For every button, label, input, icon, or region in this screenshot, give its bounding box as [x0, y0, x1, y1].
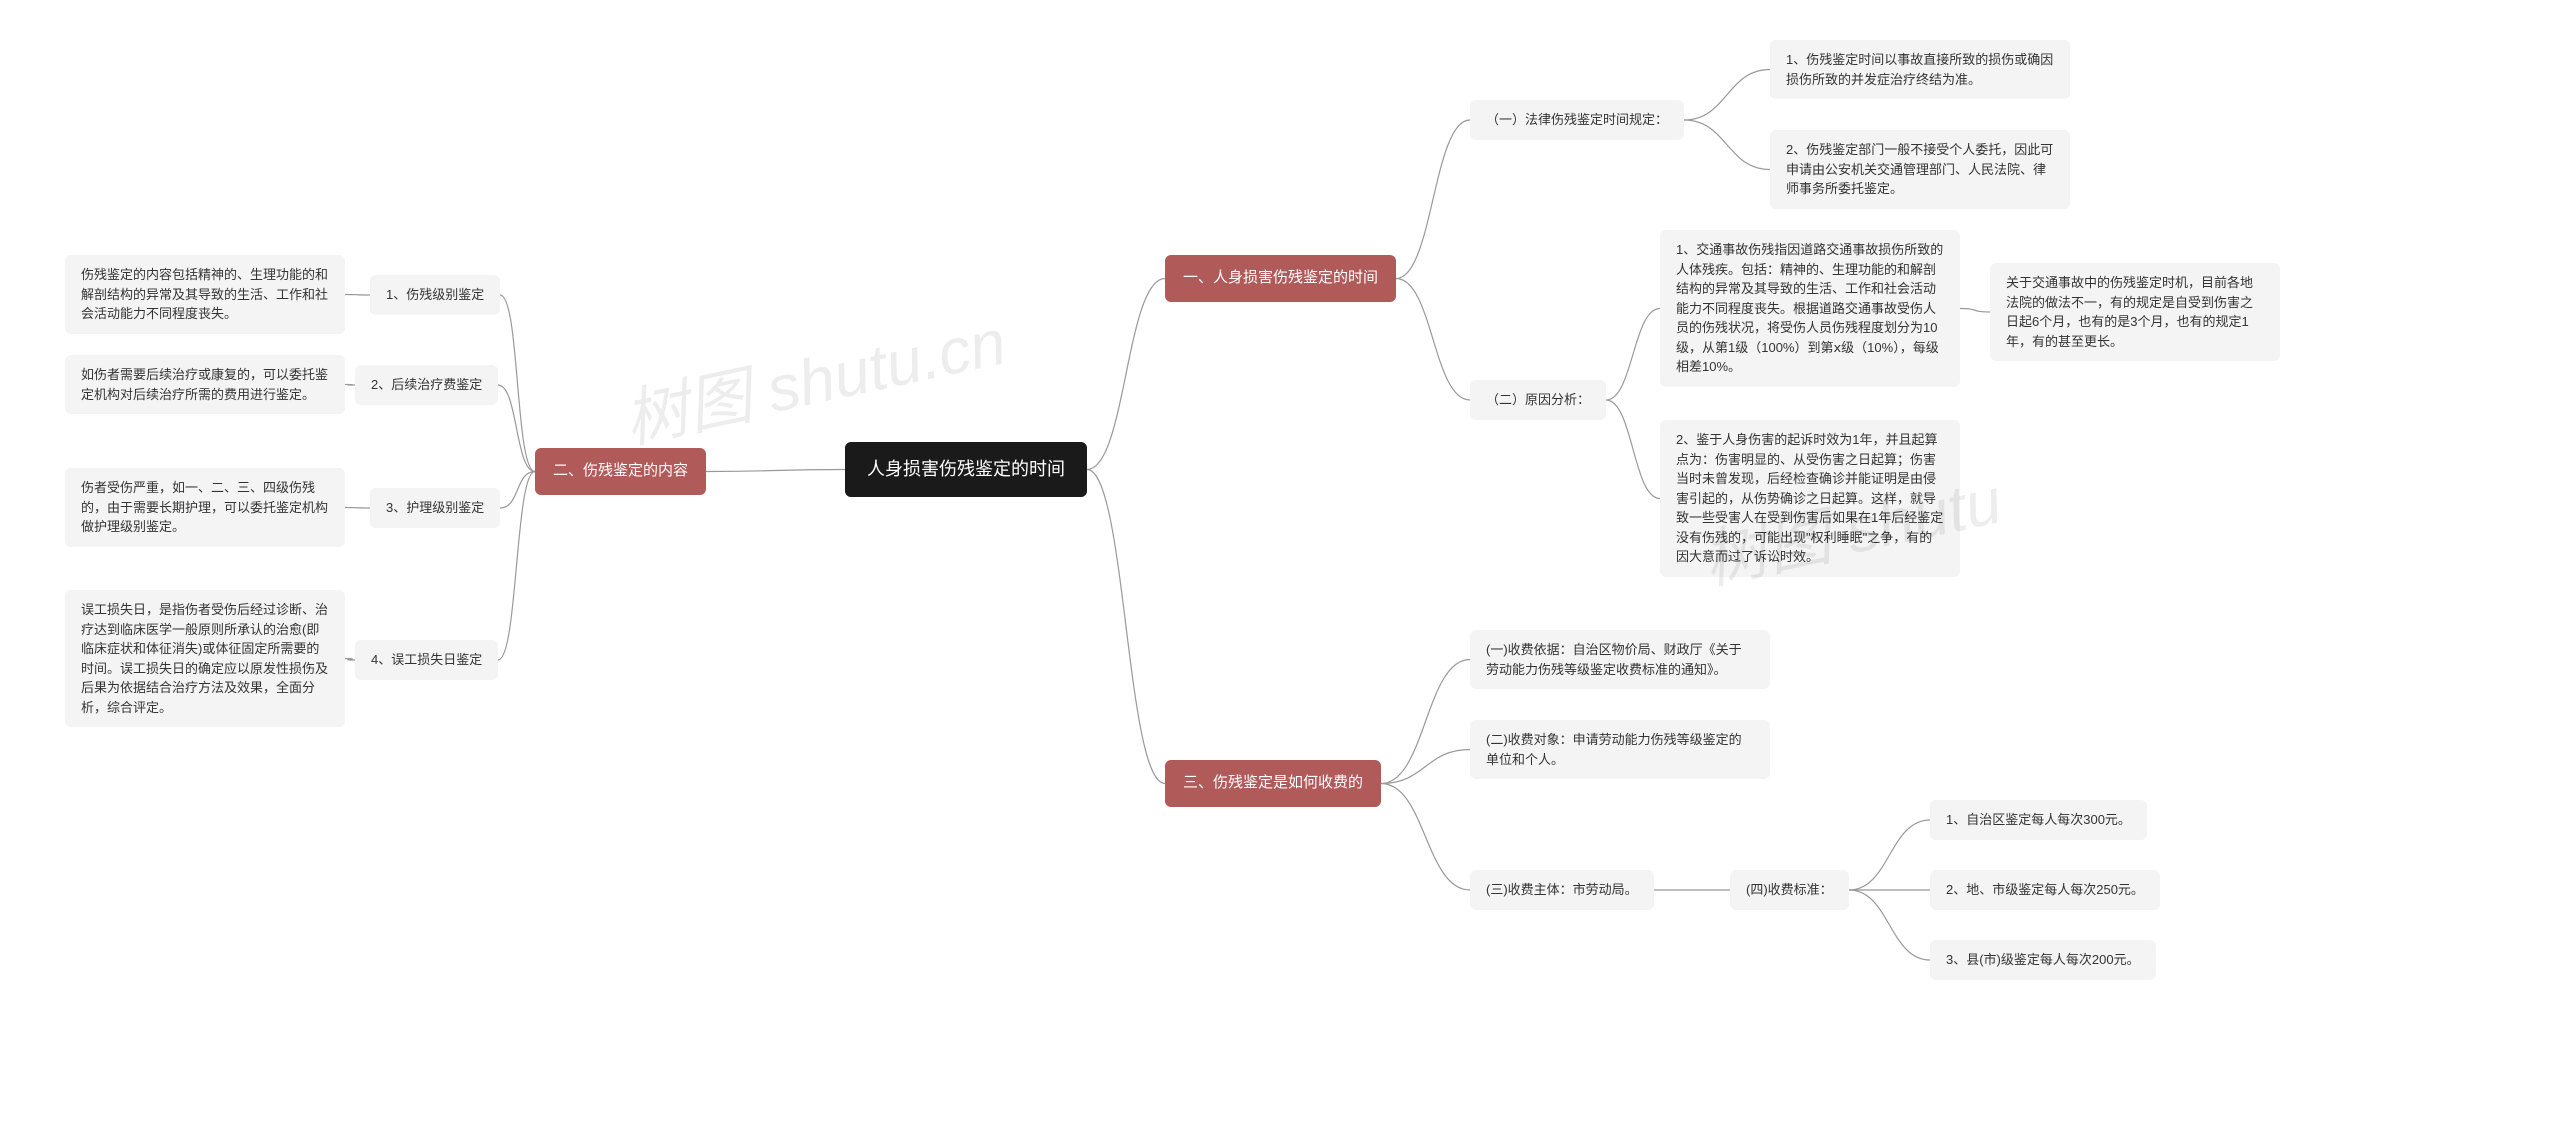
r0-sub-0-detail-1: 2、伤残鉴定部门一般不接受个人委托，因此可申请由公安机关交通管理部门、人民法院、…: [1770, 130, 2070, 209]
r0-sub-0[interactable]: （一）法律伤残鉴定时间规定：: [1470, 100, 1684, 140]
r0-sub-0-detail-0: 1、伤残鉴定时间以事故直接所致的损伤或确因损伤所致的并发症治疗终结为准。: [1770, 40, 2070, 99]
left-detail-1: 伤残鉴定的内容包括精神的、生理功能的和解剖结构的异常及其导致的生活、工作和社会活…: [65, 255, 345, 334]
r1-sub-0: (一)收费依据：自治区物价局、财政厅《关于劳动能力伤残等级鉴定收费标准的通知》。: [1470, 630, 1770, 689]
r0-sub-1-detail-1: 2、鉴于人身伤害的起诉时效为1年，并且起算点为：伤害明显的、从受伤害之日起算；伤…: [1660, 420, 1960, 577]
r0-sub-1[interactable]: （二）原因分析：: [1470, 380, 1606, 420]
r1-sub-2: (三)收费主体：市劳动局。: [1470, 870, 1654, 910]
r0-sub-1-detail-0: 1、交通事故伤残指因道路交通事故损伤所致的人体残疾。包括：精神的、生理功能的和解…: [1660, 230, 1960, 387]
left-detail-3: 伤者受伤严重，如一、二、三、四级伤残的，由于需要长期护理，可以委托鉴定机构做护理…: [65, 468, 345, 547]
left-detail-2: 如伤者需要后续治疗或康复的，可以委托鉴定机构对后续治疗所需的费用进行鉴定。: [65, 355, 345, 414]
r1-fee-2: 3、县(市)级鉴定每人每次200元。: [1930, 940, 2156, 980]
root-node[interactable]: 人身损害伤残鉴定的时间: [845, 442, 1087, 497]
left-branch-0[interactable]: 二、伤残鉴定的内容: [535, 448, 706, 495]
right-branch-1[interactable]: 三、伤残鉴定是如何收费的: [1165, 760, 1381, 807]
mindmap-canvas: 人身损害伤残鉴定的时间 二、伤残鉴定的内容 1、伤残级别鉴定 伤残鉴定的内容包括…: [0, 0, 2560, 1129]
r1-sub-1: (二)收费对象：申请劳动能力伤残等级鉴定的单位和个人。: [1470, 720, 1770, 779]
left-node-3[interactable]: 3、护理级别鉴定: [370, 488, 500, 528]
r1-fee-0: 1、自治区鉴定每人每次300元。: [1930, 800, 2147, 840]
connector-layer: [0, 0, 2560, 1129]
left-node-1[interactable]: 1、伤残级别鉴定: [370, 275, 500, 315]
left-node-2[interactable]: 2、后续治疗费鉴定: [355, 365, 498, 405]
left-detail-4: 误工损失日，是指伤者受伤后经过诊断、治疗达到临床医学一般原则所承认的治愈(即临床…: [65, 590, 345, 727]
r1-fee-1: 2、地、市级鉴定每人每次250元。: [1930, 870, 2160, 910]
left-node-4[interactable]: 4、误工损失日鉴定: [355, 640, 498, 680]
r1-sub-2-inline: (四)收费标准：: [1730, 870, 1849, 910]
right-branch-0[interactable]: 一、人身损害伤残鉴定的时间: [1165, 255, 1396, 302]
r0-sub-1-detail-0-note: 关于交通事故中的伤残鉴定时机，目前各地法院的做法不一，有的规定是自受到伤害之日起…: [1990, 263, 2280, 361]
